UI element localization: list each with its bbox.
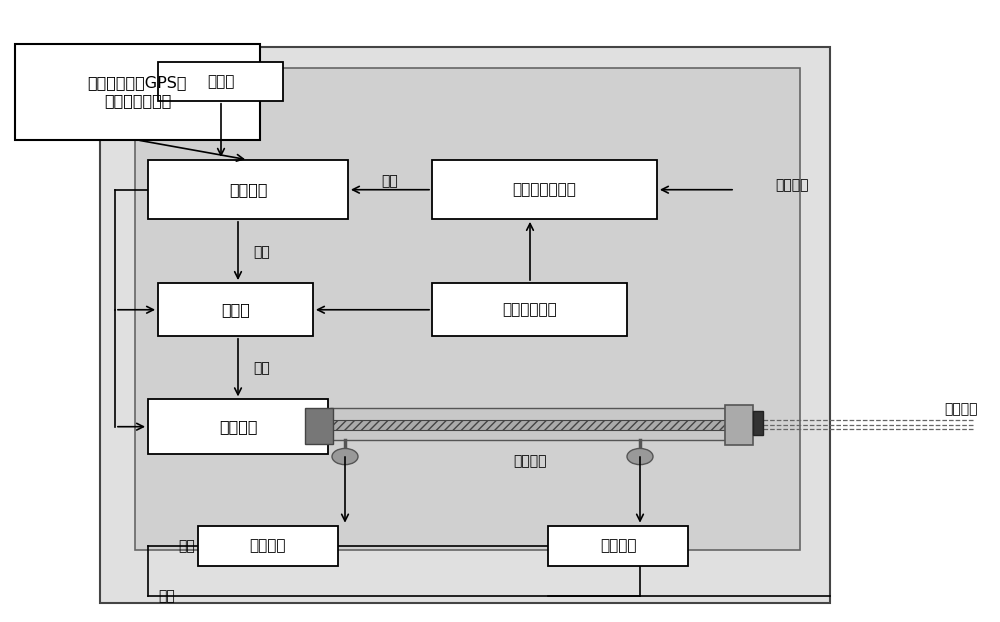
FancyBboxPatch shape — [100, 47, 830, 603]
Circle shape — [332, 448, 358, 465]
Text: 主控制器: 主控制器 — [229, 182, 267, 197]
FancyBboxPatch shape — [148, 160, 348, 219]
FancyBboxPatch shape — [330, 429, 725, 440]
Text: 行程限位: 行程限位 — [250, 538, 286, 554]
FancyBboxPatch shape — [15, 44, 260, 140]
Text: 驱动器: 驱动器 — [221, 302, 250, 317]
Text: 高度传感器、GPS、
开伞索开关状态: 高度传感器、GPS、 开伞索开关状态 — [88, 75, 187, 108]
Text: 存储器: 存储器 — [207, 74, 234, 89]
FancyBboxPatch shape — [548, 526, 688, 566]
FancyBboxPatch shape — [330, 420, 725, 430]
Text: 可充电电池组: 可充电电池组 — [502, 302, 557, 317]
FancyBboxPatch shape — [135, 68, 800, 550]
Text: 行程限位: 行程限位 — [600, 538, 636, 554]
Text: 指令: 指令 — [253, 361, 270, 375]
FancyBboxPatch shape — [158, 283, 313, 336]
Text: 传感器头: 传感器头 — [944, 402, 978, 416]
FancyBboxPatch shape — [148, 399, 328, 454]
FancyBboxPatch shape — [753, 411, 763, 435]
Text: 直线滑轨: 直线滑轨 — [513, 454, 547, 468]
FancyBboxPatch shape — [725, 405, 753, 445]
Text: 数据: 数据 — [158, 589, 175, 603]
Text: 指令: 指令 — [253, 245, 270, 259]
FancyBboxPatch shape — [330, 408, 725, 422]
FancyBboxPatch shape — [305, 408, 333, 444]
FancyBboxPatch shape — [432, 160, 657, 219]
FancyBboxPatch shape — [158, 62, 283, 101]
Text: 气流数据: 气流数据 — [775, 179, 808, 192]
FancyBboxPatch shape — [432, 283, 627, 336]
Text: 步进电机: 步进电机 — [219, 419, 257, 434]
FancyBboxPatch shape — [198, 526, 338, 566]
Circle shape — [627, 448, 653, 465]
Text: 气流数据采集卡: 气流数据采集卡 — [513, 182, 576, 197]
Text: 数据: 数据 — [382, 175, 398, 188]
Text: 数据: 数据 — [178, 539, 195, 553]
